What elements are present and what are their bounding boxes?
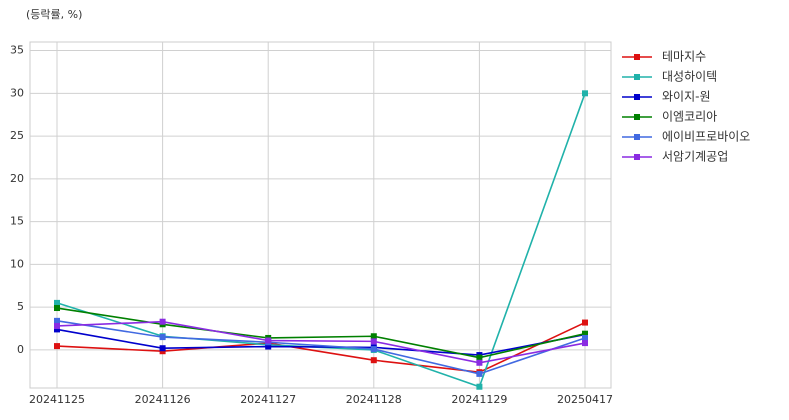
legend-label: 이엠코리아 [662,110,717,124]
legend-marker [634,134,640,140]
point [54,326,60,333]
x-tick-label: 20250417 [557,393,613,406]
series-line [56,307,586,359]
point [265,343,272,350]
point [582,340,588,347]
point [159,334,166,341]
plot-frame [29,41,612,389]
legend-label: 테마지수 [662,50,706,64]
y-tick-label: 5 [17,300,24,313]
y-tick-label: 35 [10,44,24,57]
point [476,354,483,361]
point [370,357,377,364]
series-line [56,320,586,364]
point [54,343,60,350]
point [582,330,588,337]
legend-marker [634,74,640,80]
point [159,345,166,352]
legend-marker [634,114,640,120]
point [370,346,377,353]
series-line [56,321,586,373]
legend-label: 서암기계공업 [662,150,728,164]
legend-marker [634,54,640,60]
legend-label: 에이비프로바이오 [662,130,750,144]
point [476,383,483,390]
y-tick-label: 20 [10,172,24,185]
y-tick-label: 25 [10,129,24,142]
axis-unit: (등락률, %) [26,8,82,21]
point [159,318,166,325]
point [54,317,60,324]
point [582,334,588,341]
y-tick-label: 15 [10,215,24,228]
legend-label: 와이지-원 [662,90,711,104]
point [582,319,588,326]
x-tick-label: 20241127 [240,393,296,406]
point [54,322,60,329]
point [582,90,588,97]
x-tick-label: 20241125 [29,393,85,406]
point [54,305,60,312]
x-tick-label: 20241129 [451,393,507,406]
point [370,338,377,345]
point [476,359,483,366]
series-line [56,328,586,356]
y-tick-label: 10 [10,257,24,270]
y-tick-label: 0 [17,343,24,356]
x-tick-label: 20241128 [346,393,402,406]
point [370,333,377,340]
point [476,370,483,377]
point [265,337,272,344]
x-tick-label: 20241126 [135,393,191,406]
series-line [56,320,586,375]
legend-marker [634,154,640,160]
legend-marker [634,94,640,100]
y-tick-label: 30 [10,86,24,99]
legend-label: 대성하이텍 [662,70,717,84]
point [54,299,60,306]
